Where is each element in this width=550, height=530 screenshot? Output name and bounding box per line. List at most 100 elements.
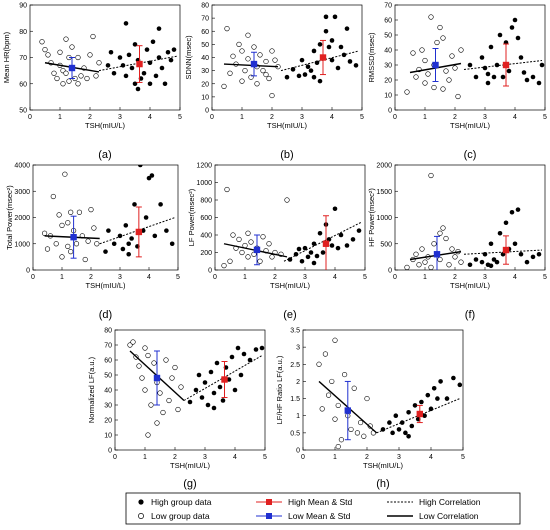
- y-tick-label: 0: [26, 268, 30, 275]
- high-group-point: [305, 64, 311, 69]
- high-group-point: [311, 260, 317, 266]
- low-group-point: [130, 339, 136, 345]
- high-group-point: [512, 17, 518, 23]
- low-group-point: [160, 409, 166, 416]
- legend-high-group-label: High group data: [151, 497, 212, 507]
- low-group-point: [245, 56, 251, 62]
- legend: High group data Low group data High Mean…: [125, 492, 521, 525]
- high-group-point: [117, 233, 123, 239]
- high-group-point: [347, 59, 353, 64]
- y-tick-label: 400: [200, 233, 212, 240]
- high-group-point: [196, 372, 202, 378]
- high-group-point: [356, 228, 362, 233]
- high-group-point: [539, 62, 545, 68]
- high-group-point: [425, 392, 431, 398]
- low-group-point: [443, 68, 449, 74]
- low-group-point: [431, 84, 437, 91]
- high-group-point: [323, 14, 329, 20]
- low-group-point: [269, 48, 275, 54]
- x-tick-label: 5: [176, 274, 180, 281]
- x-tick-label: 4: [513, 114, 517, 121]
- legend-low-group-label: Low group data: [151, 511, 210, 521]
- low-group-point: [142, 345, 148, 351]
- low-group-point: [351, 385, 357, 391]
- low-group-point: [53, 241, 59, 247]
- y-tick-label: 0: [208, 268, 212, 275]
- low-group-point: [175, 406, 181, 413]
- legend-low-corr-label: Low Correlation: [419, 511, 479, 521]
- y-tick-label: 3: [296, 345, 300, 352]
- high-group-point: [515, 207, 521, 212]
- y-tick-label: 50: [19, 108, 27, 115]
- low-group-point: [329, 378, 335, 385]
- high-group-point: [152, 233, 158, 239]
- x-axis-label: TSH(mIU/L): [86, 281, 127, 290]
- high-group-point: [259, 345, 265, 351]
- high-group-point: [302, 245, 308, 251]
- low-group-point: [260, 68, 266, 74]
- high-group-point: [120, 63, 126, 68]
- high-group-point: [302, 72, 308, 77]
- low-group-point: [41, 230, 48, 236]
- high-group-point: [159, 65, 165, 71]
- low-group-point: [428, 172, 434, 179]
- low-group-point: [62, 171, 68, 177]
- x-tick-label: 3: [203, 454, 207, 461]
- high-mean-marker: [502, 61, 510, 69]
- low-group-point: [335, 443, 341, 450]
- high-group-point: [126, 52, 132, 58]
- low-group-point: [272, 57, 278, 63]
- low-group-point: [422, 57, 428, 64]
- high-group-point: [296, 73, 302, 79]
- x-tick-label: 3: [118, 114, 122, 121]
- x-tick-label: 0: [393, 114, 397, 121]
- low-group-point: [239, 249, 245, 256]
- y-axis-label: RMSSD(msec): [367, 32, 376, 83]
- low-group-point: [263, 71, 269, 78]
- low-group-point: [251, 44, 257, 50]
- high-group-point: [329, 57, 335, 63]
- high-group-point: [308, 68, 314, 73]
- low-group-point: [230, 53, 236, 59]
- high-group-point: [247, 357, 253, 363]
- high-group-point: [123, 73, 129, 79]
- low-group-point: [63, 70, 69, 76]
- low-group-point: [245, 32, 251, 38]
- low-group-point: [332, 416, 338, 422]
- x-axis-label: TSH(mIU/L): [270, 281, 311, 290]
- y-axis-label: LF/HF Ratio LF(a.u.): [275, 355, 284, 424]
- low-group-point: [452, 254, 458, 260]
- high-group-point: [500, 74, 506, 80]
- low-group-point: [57, 49, 63, 55]
- high-group-point: [305, 254, 311, 260]
- y-tick-label: 10: [201, 94, 209, 101]
- low-group-point: [434, 39, 440, 46]
- high-group-point: [412, 403, 418, 408]
- panel-caption: (c): [464, 149, 477, 161]
- low-group-point: [157, 390, 163, 396]
- x-tick-label: 3: [118, 274, 122, 281]
- high-group-point: [314, 253, 320, 259]
- high-group-point: [171, 47, 177, 52]
- y-tick-label: 50: [201, 42, 209, 49]
- high-group-point: [329, 38, 335, 43]
- high-group-point: [530, 254, 536, 260]
- high-group-point: [317, 42, 323, 47]
- y-tick-label: 80: [201, 3, 209, 10]
- high-mean-marker: [136, 60, 143, 68]
- low-group-point: [361, 433, 367, 439]
- low-group-point: [127, 342, 133, 348]
- panel-e: 0 1 2 3 4 5 0 200 400 600 800 1000 1200 TSH(mIU/L) LF …: [187, 163, 367, 322]
- low-group-point: [76, 209, 82, 215]
- y-tick-label: 20: [384, 78, 392, 85]
- high-group-point: [524, 259, 530, 265]
- high-group-point: [205, 402, 211, 408]
- low-group-point: [88, 207, 94, 213]
- panel-caption: (h): [376, 478, 389, 490]
- high-group-point: [111, 70, 117, 76]
- low-group-point: [338, 437, 345, 443]
- legend-high-mean-label: High Mean & Std: [288, 497, 353, 507]
- low-group-point: [263, 58, 269, 65]
- low-group-point: [85, 238, 91, 244]
